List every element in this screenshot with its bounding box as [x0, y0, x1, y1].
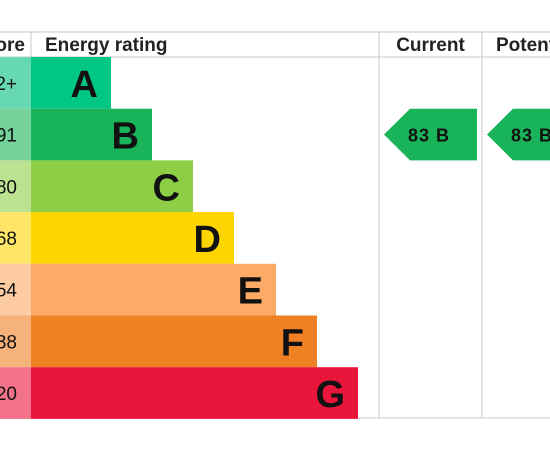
- rating-bar-a: [31, 57, 111, 109]
- potential-header: Potential: [496, 35, 550, 56]
- rating-letter-b: B: [112, 116, 139, 158]
- score-range-c: 69-80: [0, 177, 17, 198]
- score-header: Score: [0, 35, 25, 56]
- potential-rating-arrow: [487, 108, 550, 161]
- rating-letter-f: F: [281, 322, 304, 364]
- current-rating-arrow: [384, 108, 477, 161]
- rating-bar-b: [31, 108, 152, 161]
- score-range-f: 21-38: [0, 332, 17, 353]
- score-cell-d: [0, 212, 31, 264]
- score-cell-b: [0, 108, 31, 161]
- score-cell-g: [0, 367, 31, 419]
- rating-letter-g: G: [315, 374, 345, 416]
- rating-bar-g: [31, 367, 358, 419]
- rating-letter-a: A: [71, 64, 98, 106]
- potential-rating-label: 83 B: [511, 126, 550, 146]
- rating-letter-c: C: [153, 167, 180, 209]
- score-range-b: 81-91: [0, 126, 17, 147]
- current-header: Current: [396, 35, 465, 56]
- score-range-g: 1-20: [0, 384, 17, 405]
- score-cell-f: [0, 315, 31, 368]
- rating-bar-c: [31, 160, 193, 213]
- score-range-a: 92+: [0, 74, 17, 95]
- score-range-e: 39-54: [0, 281, 17, 302]
- current-rating-label: 83 B: [408, 126, 450, 146]
- energy-rating-header: Energy rating: [45, 35, 167, 56]
- rating-letter-d: D: [194, 219, 221, 261]
- score-cell-a: [0, 57, 31, 109]
- rating-bar-f: [31, 315, 317, 368]
- score-cell-e: [0, 263, 31, 316]
- rating-bar-e: [31, 263, 276, 316]
- score-range-d: 55-68: [0, 229, 17, 250]
- rating-bar-d: [31, 212, 234, 264]
- score-cell-c: [0, 160, 31, 213]
- rating-letter-e: E: [238, 271, 263, 313]
